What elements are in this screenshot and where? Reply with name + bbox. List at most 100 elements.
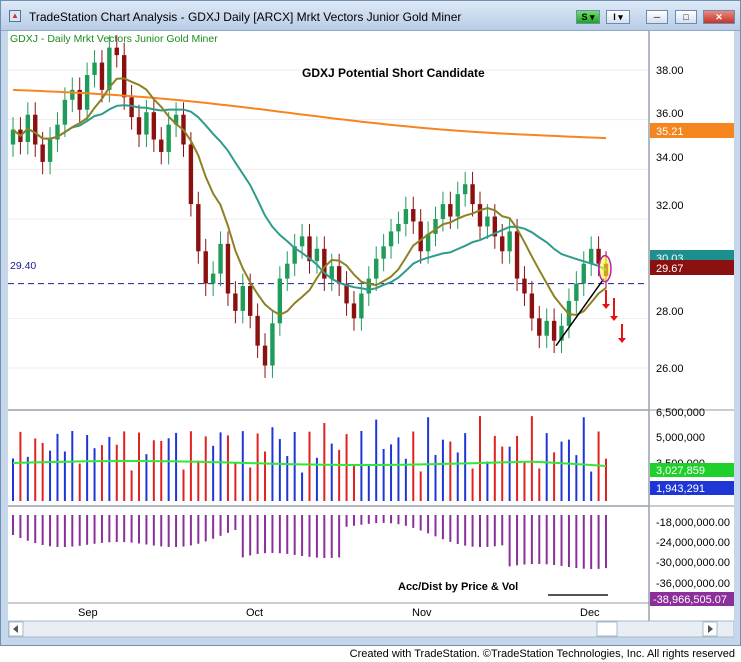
close-icon[interactable]: ✕ <box>703 10 735 24</box>
candle-body <box>240 286 245 311</box>
candle-body <box>381 246 386 259</box>
ad-value: -38,966,505.07 <box>653 594 727 606</box>
price-chart[interactable]: GDXJ - Daily Mrkt Vectors Junior Gold Mi… <box>8 31 734 639</box>
candle-body <box>218 243 223 274</box>
candle-body <box>411 209 416 222</box>
s-button-label: S <box>581 12 588 22</box>
month-label: Oct <box>246 607 263 619</box>
candle-body <box>477 204 483 227</box>
candle-body <box>136 117 142 135</box>
candle-body <box>588 248 594 264</box>
candle-body <box>344 283 349 304</box>
volume-average-line <box>12 460 607 467</box>
volume-panel[interactable] <box>8 411 648 505</box>
title-bar[interactable]: ▲ TradeStation Chart Analysis - GDXJ Dai… <box>1 1 740 31</box>
down-arrow-icon <box>602 304 610 309</box>
candle-body <box>514 231 520 279</box>
price-tick-label: 34.00 <box>656 152 684 164</box>
candle-body <box>425 233 431 252</box>
ad-tick-label: -24,000,000.00 <box>656 537 730 549</box>
candle-body <box>455 194 460 217</box>
candle-body <box>92 62 97 75</box>
candle-body <box>210 273 216 284</box>
candle-body <box>507 231 512 252</box>
candle-body <box>62 99 68 125</box>
candle-body <box>544 320 549 336</box>
candle-body <box>418 221 423 252</box>
candle-body <box>440 204 446 219</box>
last-price-value: 29.67 <box>656 263 684 275</box>
candle-body <box>462 184 468 195</box>
volume-last-tag <box>650 481 734 495</box>
ad-tick-label: -18,000,000.00 <box>656 517 730 529</box>
ma-long-tag <box>650 123 734 138</box>
candle-body <box>166 124 171 152</box>
candle-body <box>470 184 475 205</box>
last-price-tag <box>650 260 734 275</box>
candle-body <box>492 216 498 237</box>
candle-body <box>77 89 82 110</box>
candle-body <box>99 62 105 90</box>
ma-long-line <box>12 88 607 140</box>
window-title: TradeStation Chart Analysis - GDXJ Daily… <box>29 10 462 24</box>
candle-body <box>366 278 371 294</box>
candle-body <box>322 248 327 279</box>
candle-body <box>70 89 75 100</box>
candle-body <box>522 278 527 294</box>
scroll-left-arrow-icon <box>13 625 18 633</box>
i-button[interactable]: I ▾ <box>606 10 630 24</box>
scroll-thumb[interactable] <box>596 621 618 637</box>
highlight-circle <box>598 254 612 283</box>
month-label: Sep <box>78 607 98 619</box>
ad-tick-label: -30,000,000.00 <box>656 557 730 569</box>
candle-body <box>270 323 275 366</box>
candle-body <box>285 263 290 279</box>
candle-body <box>121 55 127 98</box>
candle-body <box>307 236 312 262</box>
app-icon: ▲ <box>9 10 21 22</box>
candle-body <box>225 243 231 294</box>
ma-long-value: 35.21 <box>656 126 684 138</box>
candle-body <box>144 112 149 135</box>
price-tick-label: 32.00 <box>656 200 684 212</box>
volume-tick-label: 5,000,000 <box>656 432 705 444</box>
reference-line-label: 29.40 <box>10 260 36 272</box>
s-button[interactable]: S ▾ <box>576 10 600 24</box>
candle-body <box>114 47 119 56</box>
horizontal-scrollbar[interactable] <box>8 620 734 638</box>
candle-body <box>314 248 320 262</box>
candle-body <box>359 293 364 319</box>
candle-body <box>248 286 253 316</box>
candle-body <box>203 251 208 284</box>
trend-line <box>555 278 605 347</box>
candle-body <box>351 303 357 319</box>
candle-body <box>151 112 157 140</box>
candle-body <box>233 293 238 311</box>
candle-body <box>299 236 305 247</box>
volume-last-value: 1,943,291 <box>656 483 705 495</box>
candle-body <box>292 246 297 264</box>
candle-body <box>188 144 194 205</box>
ad-value-tag <box>650 592 734 606</box>
symbol-label: GDXJ - Daily Mrkt Vectors Junior Gold Mi… <box>10 33 218 45</box>
scroll-right-arrow-icon <box>708 625 713 633</box>
candle-body <box>388 231 394 247</box>
ad-tick-label: -36,000,000.00 <box>656 578 730 590</box>
candle-body <box>574 283 579 301</box>
price-tick-label: 38.00 <box>656 65 684 77</box>
candle-body <box>262 345 268 366</box>
candle-body <box>277 278 283 324</box>
price-tick-label: 28.00 <box>656 306 684 318</box>
candle-body <box>129 97 134 118</box>
candle-body <box>396 223 401 232</box>
ad-panel[interactable] <box>8 507 648 603</box>
candle-body <box>529 293 535 319</box>
ma-short-line <box>12 77 607 317</box>
candle-body <box>173 114 179 125</box>
candle-body <box>329 266 334 279</box>
maximize-icon[interactable]: □ <box>675 10 697 24</box>
minimize-icon[interactable]: ─ <box>646 10 668 24</box>
price-tick-label: 26.00 <box>656 363 684 375</box>
copyright-text: Created with TradeStation. ©TradeStation… <box>349 648 735 660</box>
chart-annotation: GDXJ Potential Short Candidate <box>302 66 485 80</box>
